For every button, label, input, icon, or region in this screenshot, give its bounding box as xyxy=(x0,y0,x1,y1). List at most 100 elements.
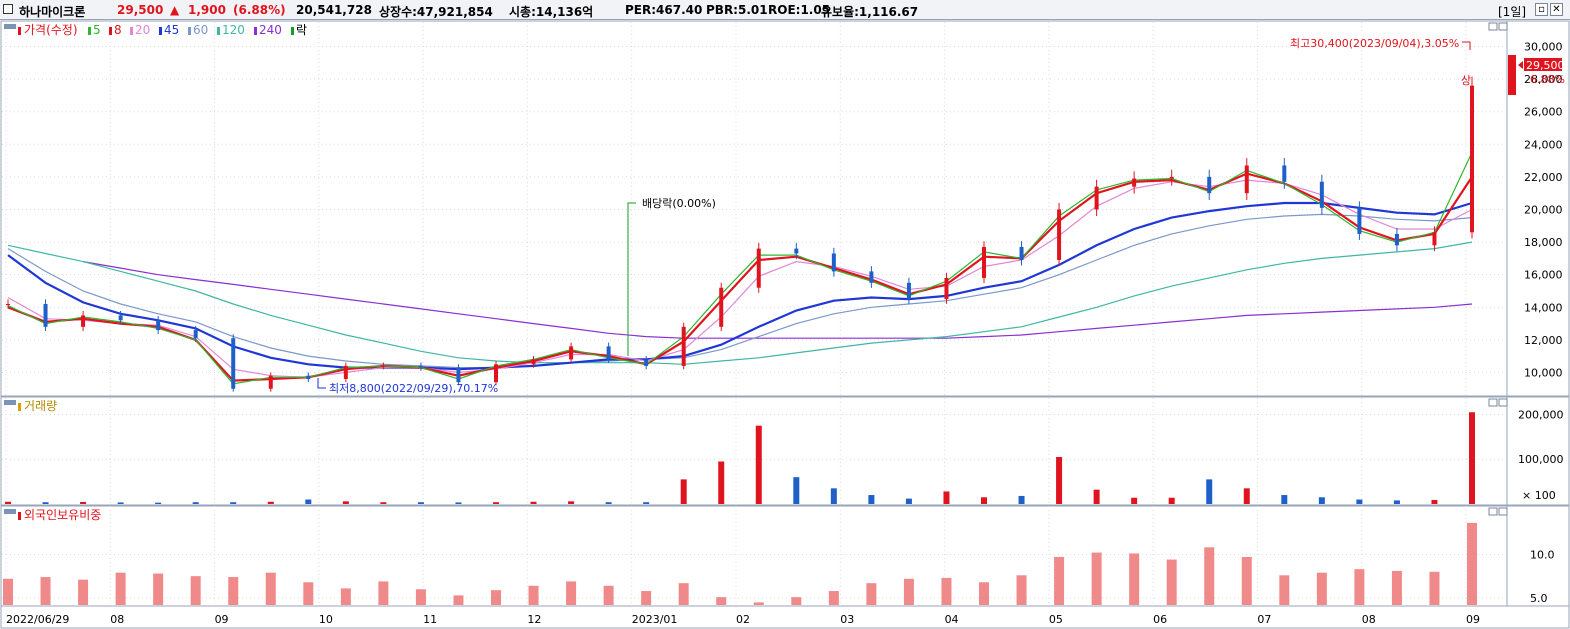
volume-value: 20,541,728 xyxy=(296,3,372,17)
y-tick-labels: 10,000 12,000 14,000 16,000 18,000 20,000 22,0… xyxy=(1518,41,1564,605)
volume-bar xyxy=(1431,499,1438,504)
foreign-ratio-bar xyxy=(1241,556,1252,605)
panel-buttons[interactable] xyxy=(1488,22,1508,516)
candle-body xyxy=(1207,176,1212,194)
grid-lines xyxy=(2,22,1506,606)
foreign-ratio-bar xyxy=(678,583,689,605)
candle-body xyxy=(794,248,799,254)
volume-bar xyxy=(793,477,800,504)
foreign-ratio-bar xyxy=(265,572,276,605)
date-tick-label: 07 xyxy=(1257,613,1271,626)
foreign-ratio-bar xyxy=(941,577,952,605)
price-legend: 가격(수정) 5 8 20 45 60 120 240 락 xyxy=(4,23,307,37)
foreign-ratio-bar xyxy=(641,591,652,605)
foreign-ratio-bar xyxy=(1467,522,1477,605)
volume-bar xyxy=(981,497,987,504)
moving-average-lines xyxy=(7,152,1473,385)
legend-ma-label: 240 xyxy=(259,23,282,37)
foreign-panel xyxy=(0,505,1508,607)
volume-tick-label: 200,000 xyxy=(1518,408,1564,421)
volume-bar xyxy=(493,502,499,504)
restore-icon[interactable]: ▫ xyxy=(1535,3,1548,16)
volume-bar xyxy=(868,495,875,504)
legend-ma-swatch xyxy=(159,27,162,35)
price-change-pct: (6.88%) xyxy=(233,3,286,17)
volume-bar xyxy=(943,491,950,504)
svg-text:29,500: 29,500 xyxy=(1526,59,1565,72)
close-icon[interactable]: ✕ xyxy=(1550,3,1563,16)
current-price-tag: 29,500 6.88% xyxy=(1508,55,1565,95)
volume-bar xyxy=(417,502,424,504)
candle-body xyxy=(756,248,761,288)
candle-body xyxy=(268,375,273,389)
candle-body xyxy=(1019,246,1024,260)
date-tick-label: 06 xyxy=(1153,613,1167,626)
volume-bar xyxy=(230,502,237,504)
volume-legend: 거래량 xyxy=(4,399,57,413)
ma-45-line xyxy=(7,201,1473,371)
candle-body xyxy=(1057,209,1062,260)
foreign-ratio-bar xyxy=(528,585,539,605)
foreign-ratio-bar xyxy=(40,577,51,605)
candle-body xyxy=(982,246,986,278)
volume-bar xyxy=(192,502,199,504)
candle-body xyxy=(719,287,724,327)
candle-body xyxy=(1169,176,1174,179)
foreign-ratio-bar xyxy=(979,582,989,605)
price-tick-label: 16,000 xyxy=(1524,269,1563,282)
stock-name[interactable]: 하나마이크론 xyxy=(19,5,86,19)
price-tick-label: 10,000 xyxy=(1524,366,1563,379)
foreign-legend: 외국인보유비중 xyxy=(4,508,101,522)
volume-bar xyxy=(1243,488,1250,504)
price-tick-label: 28,000 xyxy=(1524,73,1563,86)
ma-60-line xyxy=(7,213,1473,369)
candle-body xyxy=(531,359,536,365)
candle-body xyxy=(494,364,498,383)
float-ratio: 유보율:1,116.67 xyxy=(821,5,919,19)
candle-body xyxy=(1132,178,1137,187)
volume-bar xyxy=(1393,500,1400,504)
svg-text:6.88%: 6.88% xyxy=(1530,73,1565,86)
price-tick-label: 22,000 xyxy=(1524,171,1563,184)
foreign-tick-label: 10.0 xyxy=(1530,548,1555,561)
date-tick-label: 09 xyxy=(215,613,229,626)
volume-bar xyxy=(755,425,762,504)
candle-body xyxy=(43,304,48,327)
candle-body xyxy=(606,346,611,360)
foreign-ratio-bar xyxy=(903,578,914,605)
legend-foreign-label: 외국인보유비중 xyxy=(24,508,101,522)
legend-ma-label: 45 xyxy=(164,23,179,37)
legend-ma-swatch xyxy=(217,27,220,35)
price-tick-label: 18,000 xyxy=(1524,236,1563,249)
stock-chart[interactable]: 10,000 12,000 14,000 16,000 18,000 20,000 22,0… xyxy=(0,20,1570,629)
legend-ma-label: 60 xyxy=(193,23,208,37)
volume-bar xyxy=(530,501,537,504)
volume-bar xyxy=(1093,489,1100,504)
price-tick-label: 24,000 xyxy=(1524,138,1563,151)
volume-bar xyxy=(305,499,312,504)
candle-body xyxy=(81,315,86,327)
candle-body xyxy=(1319,181,1324,208)
foreign-ratio-bar xyxy=(453,595,464,605)
foreign-ratio-bar xyxy=(491,590,501,605)
candle-body xyxy=(1357,207,1362,234)
foreign-ratio-bar xyxy=(603,585,614,605)
legend-ma-swatch xyxy=(254,27,257,35)
foreign-ratio-bar xyxy=(378,581,389,605)
candle-body xyxy=(1244,165,1249,194)
date-tick-label: 05 xyxy=(1049,613,1063,626)
foreign-ratio-bar xyxy=(1391,570,1402,605)
candle-body xyxy=(1094,186,1099,210)
volume-bar xyxy=(1318,497,1325,504)
price-tick-label: 14,000 xyxy=(1524,301,1563,314)
foreign-ratio-bar xyxy=(1129,553,1140,605)
foreign-ratio-bar xyxy=(190,576,201,605)
period-button[interactable]: [1일] xyxy=(1498,5,1527,19)
date-tick-label: 09 xyxy=(1466,613,1480,626)
candle-body xyxy=(418,365,423,368)
volume-bar xyxy=(830,488,837,504)
select-checkbox[interactable] xyxy=(3,4,13,14)
candle-body xyxy=(6,304,10,305)
ma-240-line xyxy=(82,261,1473,339)
volume-bar xyxy=(905,498,912,504)
